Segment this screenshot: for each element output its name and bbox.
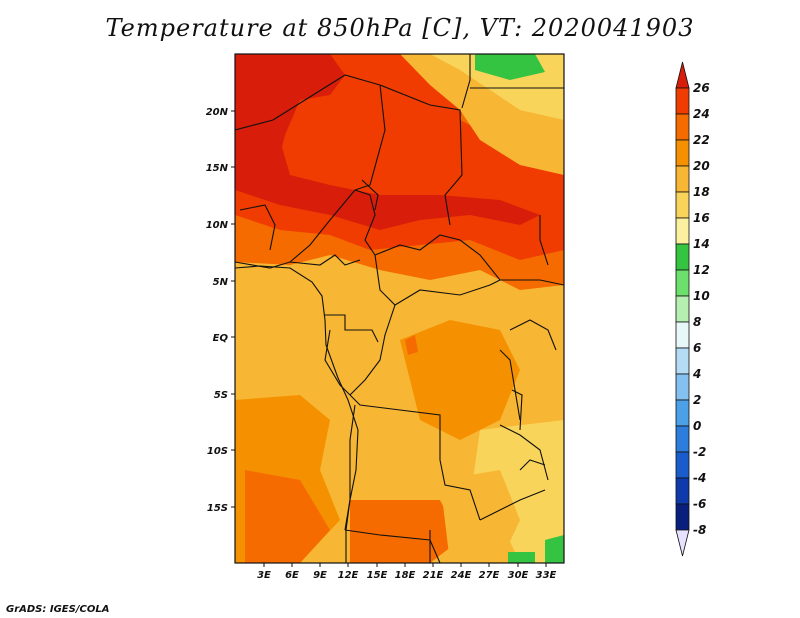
colorbar-label: -4 — [693, 471, 706, 485]
colorbar-label: -6 — [693, 497, 706, 511]
colorbar-label: 14 — [693, 237, 710, 251]
colorbar-label: 24 — [693, 107, 710, 121]
colorbar-segment — [675, 295, 690, 323]
colorbar-label: 18 — [693, 185, 710, 199]
lon-label: 24E — [451, 570, 472, 581]
colorbar-segment — [675, 165, 690, 193]
lat-label: EQ — [213, 333, 229, 344]
colorbar-label: 6 — [693, 341, 701, 355]
colorbar-label: 0 — [693, 419, 701, 433]
colorbar-segment — [675, 529, 690, 557]
country-borders — [235, 54, 564, 563]
colorbar-segment — [675, 347, 690, 375]
colorbar-label: 2 — [693, 393, 701, 407]
colorbar-label: 26 — [693, 81, 710, 95]
lat-label: 20N — [206, 107, 229, 118]
colorbar-label: 8 — [693, 315, 701, 329]
lon-label: 9E — [313, 570, 327, 581]
colorbar-label: 22 — [693, 133, 710, 147]
credit-label: GrADS: IGES/COLA — [6, 604, 110, 615]
lat-label: 15S — [207, 503, 228, 514]
lon-label: 3E — [257, 570, 271, 581]
lon-label: 21E — [423, 570, 444, 581]
lon-label: 30E — [508, 570, 529, 581]
colorbar-segment — [675, 269, 690, 297]
colorbar-segment — [675, 113, 690, 141]
colorbar-label: 20 — [693, 159, 710, 173]
colorbar-segment — [675, 243, 690, 271]
lon-label: 18E — [395, 570, 416, 581]
map-frame — [234, 53, 565, 564]
colorbar-segment — [675, 373, 690, 401]
colorbar-label: 16 — [693, 211, 710, 225]
lon-label: 15E — [367, 570, 388, 581]
colorbar-segment — [675, 61, 690, 89]
colorbar-label: 12 — [693, 263, 710, 277]
lon-label: 33E — [536, 570, 557, 581]
colorbar-segment — [675, 451, 690, 479]
colorbar-label: -2 — [693, 445, 706, 459]
temperature-field — [235, 54, 564, 563]
colorbar-segment — [675, 217, 690, 245]
colorbar-segment — [675, 321, 690, 349]
lon-label: 12E — [338, 570, 359, 581]
longitude-axis: 3E 6E 9E 12E 15E 18E 21E 24E 27E 30E 33E — [257, 563, 557, 581]
map-title: Temperature at 850hPa [C], VT: 202004190… — [105, 14, 695, 42]
colorbar-segment — [675, 503, 690, 531]
colorbar-segment — [675, 87, 690, 115]
colorbar-segment — [675, 425, 690, 453]
colorbar-segment — [675, 139, 690, 167]
colorbar-segment — [675, 477, 690, 505]
lon-label: 27E — [479, 570, 500, 581]
lon-label: 6E — [285, 570, 299, 581]
coastline — [235, 265, 359, 563]
lat-label: 5N — [213, 277, 229, 288]
colorbar-segment — [675, 399, 690, 427]
lat-label: 15N — [206, 163, 229, 174]
colorbar-label: 4 — [692, 367, 701, 381]
colorbar-segment — [675, 191, 690, 219]
lat-label: 10N — [206, 220, 229, 231]
colorbar-label: 10 — [693, 289, 710, 303]
colorbar-label: -8 — [693, 523, 706, 537]
lat-label: 5S — [214, 390, 228, 401]
latitude-axis: 20N 15N 10N 5N EQ 5S 10S 15S — [206, 107, 235, 514]
lat-label: 10S — [207, 446, 228, 457]
